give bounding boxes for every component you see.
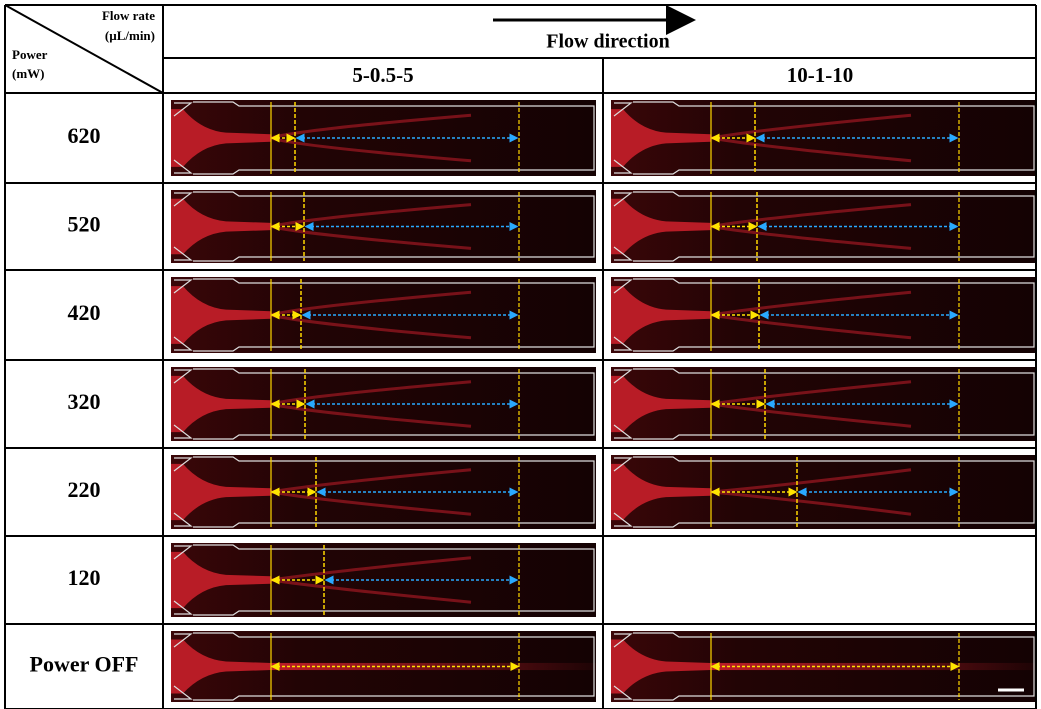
flow-rate-label: Flow rate: [102, 8, 155, 23]
power-label: Power OFF: [30, 652, 139, 677]
power-label: 320: [68, 389, 101, 414]
column-header: 5-0.5-5: [352, 63, 413, 87]
column-header: 10-1-10: [787, 63, 854, 87]
power-label: 520: [68, 212, 101, 237]
power-unit-label: (mW): [12, 66, 45, 81]
flow-unit-label: (µL/min): [105, 28, 155, 43]
power-label: 620: [68, 123, 101, 148]
figure: Flow rate (µL/min) Power (mW) Flow direc…: [0, 0, 1041, 709]
power-label: 220: [68, 477, 101, 502]
flow-direction: Flow direction: [546, 31, 670, 53]
power-label: Power: [12, 47, 48, 62]
power-label: 420: [68, 300, 101, 325]
power-label: 120: [68, 565, 101, 590]
